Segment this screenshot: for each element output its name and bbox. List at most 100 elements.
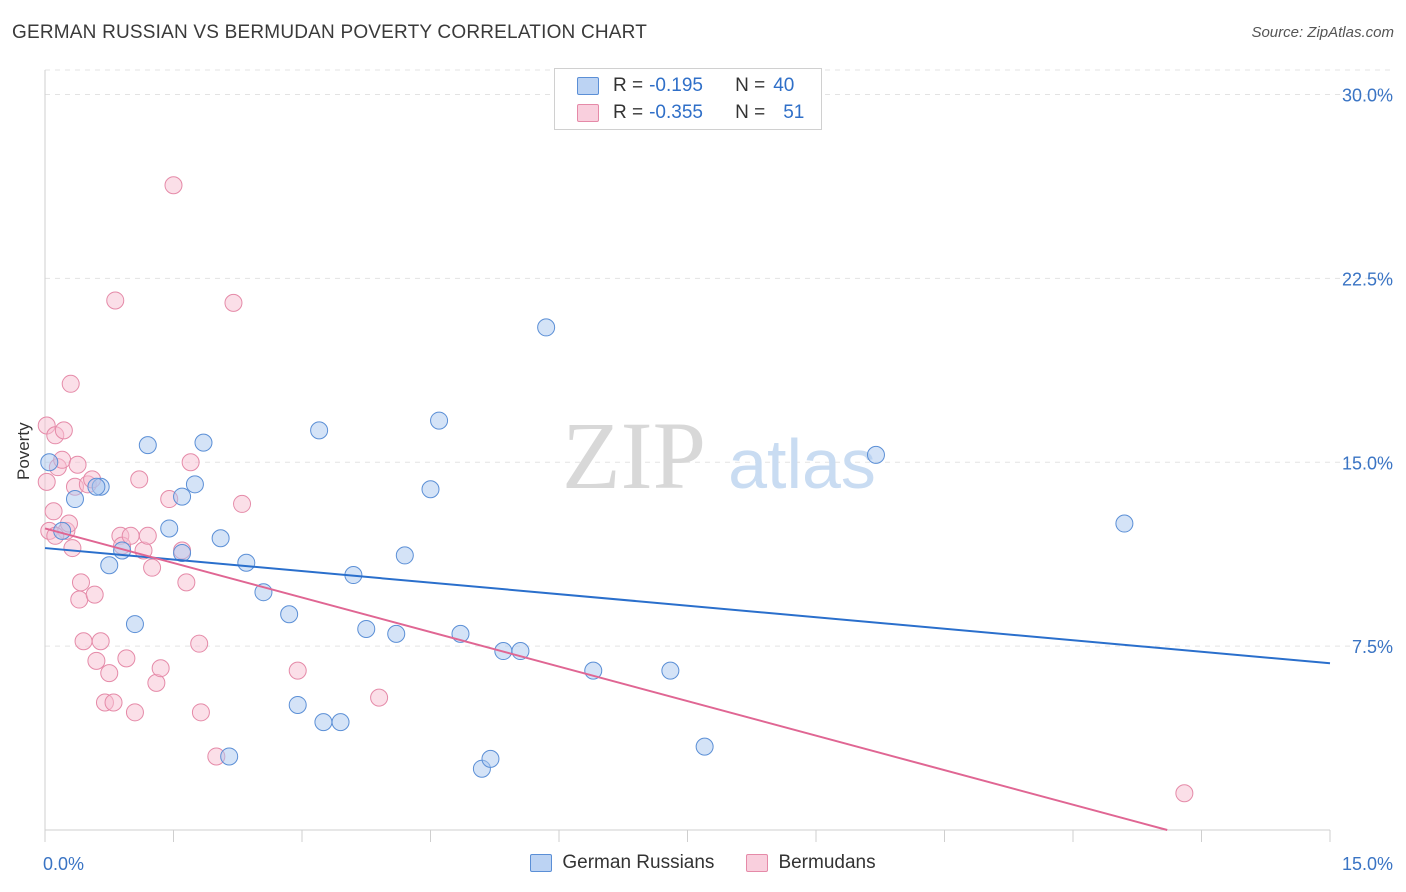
bermudan-point (61, 374, 80, 393)
german-russian-point (537, 318, 556, 337)
german-russian-point (695, 737, 714, 756)
german-russian-point (40, 453, 59, 472)
y-tick-label: 7.5% (1352, 637, 1393, 657)
legend-n-value: 40 (773, 75, 795, 96)
bermudan-point (138, 526, 157, 545)
german-russian-point (481, 749, 500, 768)
watermark-zip: ZIP (562, 402, 706, 509)
bermudan-point (164, 176, 183, 195)
bermudan-point (87, 651, 106, 670)
y-axis-label: Poverty (14, 422, 33, 480)
german-russian-point (387, 624, 406, 643)
german-russian-point (87, 477, 106, 496)
tick-labels: 7.5% 15.0% 22.5% 30.0% 0.0% 15.0% (43, 86, 1393, 874)
german-russian-point (185, 475, 204, 494)
legend-label: Bermudans (778, 852, 876, 873)
german-russian-point (220, 747, 239, 766)
german-russian-point (280, 605, 299, 624)
german-russian-point (866, 445, 885, 464)
german-russian-point (395, 546, 414, 565)
german-russian-point (194, 433, 213, 452)
bermudan-point (191, 703, 210, 722)
german-russian-point (173, 487, 192, 506)
source-credit: Source: ZipAtlas.com (1251, 24, 1394, 41)
bermudan-point (85, 585, 104, 604)
watermark: ZIP atlas (562, 402, 876, 509)
bermudan-point (70, 590, 89, 609)
legend-n-value: 51 (783, 102, 805, 123)
bermudans-trend-line (44, 527, 1168, 831)
legend-r-value: -0.195 (649, 75, 703, 96)
bermudan-point (100, 664, 119, 683)
bermudan-point (177, 573, 196, 592)
legend-swatch-blue (577, 77, 599, 95)
german-russian-point (357, 619, 376, 638)
bermudan-point (143, 558, 162, 577)
bermudan-point (117, 649, 136, 668)
series-legend: German Russians Bermudans (0, 852, 1406, 874)
bermudan-point (74, 632, 93, 651)
bermudan-point (370, 688, 389, 707)
german-russian-point (1115, 514, 1134, 533)
german-russian-point (421, 480, 440, 499)
x-tick-label: 15.0% (1342, 854, 1393, 874)
legend-item-german-russians[interactable]: German Russians (530, 852, 714, 874)
bermudan-point (71, 573, 90, 592)
axes (44, 70, 1331, 842)
german-russian-point (288, 695, 307, 714)
bermudan-point (44, 502, 63, 521)
legend-r-label: R = (613, 102, 644, 123)
german-russian-point (661, 661, 680, 680)
german-russian-point (65, 490, 84, 509)
chart-title: GERMAN RUSSIAN VS BERMUDAN POVERTY CORRE… (12, 22, 648, 43)
german-russian-point (430, 411, 449, 430)
bermudan-point (68, 455, 87, 474)
y-tick-label: 15.0% (1342, 453, 1393, 473)
bermudan-point (224, 293, 243, 312)
bermudan-point (37, 472, 56, 491)
bermudan-point (151, 659, 170, 678)
legend-item-bermudans[interactable]: Bermudans (746, 852, 876, 874)
legend-swatch-pink (577, 104, 599, 122)
german-russian-point (138, 436, 157, 455)
legend-swatch-blue (530, 854, 553, 872)
german-russian-point (125, 615, 144, 634)
bermudan-point (54, 421, 73, 440)
bermudan-point (104, 693, 123, 712)
bermudan-point (125, 703, 144, 722)
bermudan-point (106, 291, 125, 310)
trend-lines (44, 527, 1331, 831)
correlation-legend: R = -0.195 N = 40 R = -0.355 N = 51 (554, 68, 822, 130)
y-tick-label: 22.5% (1342, 269, 1393, 289)
bermudan-point (91, 632, 110, 651)
german-russian-point (173, 543, 192, 562)
bermudan-point (130, 470, 149, 489)
german-russian-point (331, 713, 350, 732)
legend-n-label: N = (735, 75, 766, 96)
legend-row-german-russians: R = -0.195 N = 40 (577, 73, 794, 99)
bermudan-point (63, 539, 82, 558)
watermark-atlas: atlas (728, 425, 876, 503)
bermudan-point (190, 634, 209, 653)
bermudan-point (233, 494, 252, 513)
bermudan-point (121, 526, 140, 545)
german-russian-point (160, 519, 179, 538)
legend-r-value: -0.355 (649, 102, 703, 123)
german-russian-point (310, 421, 329, 440)
bermudan-point (288, 661, 307, 680)
x-tick-label: 0.0% (43, 854, 84, 874)
bermudan-point (1175, 784, 1194, 803)
legend-r-label: R = (613, 75, 644, 96)
legend-n-label: N = (735, 102, 766, 123)
legend-label: German Russians (562, 852, 715, 873)
y-tick-label: 30.0% (1342, 86, 1393, 106)
german-russian-point (237, 553, 256, 572)
legend-swatch-pink (746, 854, 769, 872)
series-german-russians-points (40, 318, 1134, 778)
german-russian-point (314, 713, 333, 732)
german-russians-trend-line (44, 547, 1331, 665)
legend-row-bermudans: R = -0.355 N = 51 (577, 100, 804, 126)
german-russian-point (100, 556, 119, 575)
german-russian-point (211, 529, 230, 548)
